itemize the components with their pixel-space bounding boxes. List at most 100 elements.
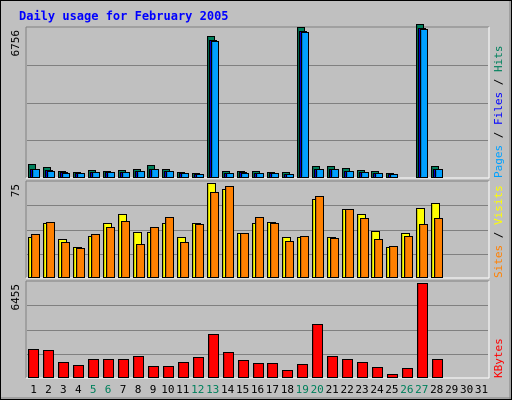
panel-hits: 6756 Pages / Files / Hits (9, 24, 505, 179)
x-tick-label: 7 (120, 383, 127, 396)
bar-pages-day-20 (316, 169, 324, 178)
legend-entry: / (492, 72, 505, 92)
bar-sites-day-2 (46, 222, 55, 278)
x-tick-label: 22 (340, 383, 353, 396)
bar-sites-day-25 (389, 246, 398, 278)
x-tick-label: 23 (355, 383, 368, 396)
x-tick-label: 11 (176, 383, 189, 396)
bar-sites-day-11 (180, 242, 189, 278)
bar-pages-day-15 (241, 173, 249, 178)
x-tick-label: 18 (281, 383, 294, 396)
bar-sites-day-9 (150, 227, 159, 278)
bar-pages-day-9 (151, 169, 159, 178)
x-tick-label: 25 (385, 383, 398, 396)
bar-kbytes-day-28 (432, 359, 443, 378)
bar-kbytes-day-14 (223, 352, 234, 378)
bar-pages-day-25 (390, 174, 398, 178)
bar-kbytes-day-4 (73, 365, 84, 378)
bar-pages-day-14 (226, 173, 234, 178)
x-tick-label: 13 (206, 383, 219, 396)
bar-sites-day-27 (419, 224, 428, 278)
bar-kbytes-day-11 (178, 362, 189, 378)
bar-kbytes-day-22 (342, 359, 353, 378)
bar-sites-day-23 (360, 218, 369, 278)
bar-pages-day-27 (420, 29, 428, 178)
bar-sites-day-13 (210, 192, 219, 278)
x-tick-label: 26 (400, 383, 413, 396)
bar-sites-day-22 (345, 209, 354, 278)
chart-title: Daily usage for February 2005 (19, 9, 229, 23)
x-tick-label: 12 (191, 383, 204, 396)
legend-entry: KBytes (492, 338, 505, 378)
legend-entry: / (492, 225, 505, 245)
bar-kbytes-day-19 (297, 364, 308, 378)
bar-sites-day-21 (330, 238, 339, 278)
x-tick-label: 28 (430, 383, 443, 396)
x-tick-label: 9 (150, 383, 157, 396)
x-axis-labels: 1 2 3 4 5 6 7 8 9 10 11 12 13 14 15 16 17 18 19 20 21 22 23 24 2… (30, 383, 488, 396)
bar-pages-day-3 (62, 173, 70, 178)
y-max-label: 75 (9, 184, 22, 197)
bar-kbytes-day-7 (118, 359, 129, 378)
bar-pages-day-5 (92, 172, 100, 178)
bar-pages-day-2 (47, 171, 55, 178)
bar-pages-day-13 (211, 41, 219, 178)
bar-kbytes-day-6 (103, 359, 114, 378)
bar-pages-day-7 (122, 172, 130, 178)
legend-entry: Hits (492, 46, 505, 73)
bar-sites-day-7 (121, 221, 130, 278)
x-tick-label: 24 (370, 383, 384, 396)
bar-pages-day-11 (181, 173, 189, 178)
x-tick-label: 3 (60, 383, 67, 396)
bar-sites-day-1 (31, 234, 40, 278)
legend-entry: Pages (492, 145, 505, 178)
legend-entry: Visits (492, 185, 505, 225)
x-tick-label: 31 (475, 383, 488, 396)
panel-visits: 75 Sites / Visits (9, 180, 505, 279)
bar-pages-day-1 (32, 169, 40, 178)
bar-pages-day-22 (346, 171, 354, 178)
x-tick-label: 8 (135, 383, 142, 396)
bar-kbytes-day-24 (372, 367, 383, 378)
bar-sites-day-8 (136, 244, 145, 278)
bar-sites-day-26 (404, 236, 413, 278)
bar-pages-day-23 (361, 172, 369, 178)
panel-legend: KBytes (492, 338, 505, 378)
bar-sites-day-16 (255, 217, 264, 278)
bar-sites-day-15 (240, 233, 249, 278)
bar-kbytes-day-5 (88, 359, 99, 378)
bar-kbytes-day-15 (238, 360, 249, 378)
bar-pages-day-17 (271, 173, 279, 178)
chart-panels: 6756 Pages / Files / Hits 75 Sites / Visits… (9, 24, 505, 379)
bar-kbytes-day-26 (402, 368, 413, 378)
x-tick-label: 15 (236, 383, 249, 396)
bar-sites-day-12 (195, 224, 204, 278)
bar-kbytes-day-21 (327, 356, 338, 378)
x-tick-label: 30 (460, 383, 473, 396)
legend-entry: Files (492, 92, 505, 125)
y-max-label: 6756 (9, 30, 22, 57)
bar-kbytes-day-10 (163, 366, 174, 378)
x-tick-label: 10 (161, 383, 174, 396)
bar-sites-day-20 (315, 196, 324, 278)
bar-kbytes-day-2 (43, 350, 54, 378)
bar-kbytes-day-16 (253, 363, 264, 378)
bar-sites-day-4 (76, 248, 85, 278)
bar-sites-day-10 (165, 217, 174, 278)
bar-kbytes-day-23 (357, 362, 368, 378)
bar-pages-day-18 (286, 174, 294, 178)
x-tick-label: 1 (30, 383, 37, 396)
x-tick-label: 4 (75, 383, 82, 396)
bar-kbytes-day-12 (193, 357, 204, 378)
bar-pages-day-6 (107, 172, 115, 178)
bar-sites-day-28 (434, 218, 443, 278)
bar-sites-day-14 (225, 186, 234, 278)
bar-kbytes-day-25 (387, 374, 398, 378)
bar-kbytes-day-17 (267, 363, 278, 378)
x-tick-label: 5 (90, 383, 97, 396)
x-tick-label: 20 (311, 383, 324, 396)
x-tick-label: 6 (105, 383, 112, 396)
bar-pages-day-24 (375, 173, 383, 178)
bar-sites-day-3 (61, 242, 70, 278)
bar-pages-day-21 (331, 169, 339, 178)
